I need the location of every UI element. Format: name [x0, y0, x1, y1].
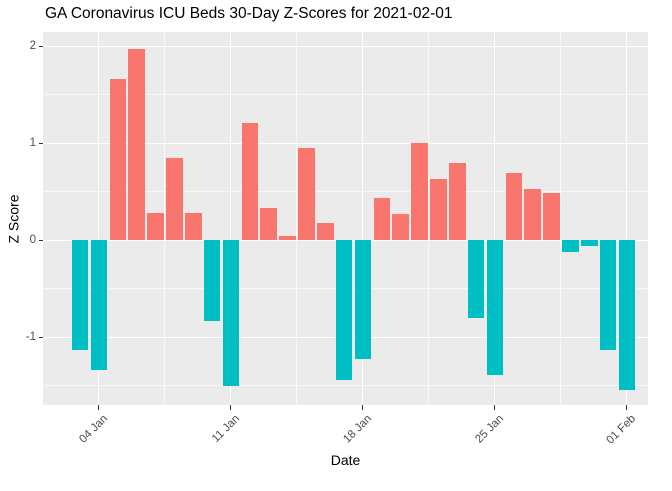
bar [392, 213, 409, 240]
gridline-minor-horizontal [43, 191, 648, 192]
gridline-major-vertical [230, 32, 232, 405]
x-axis-title: Date [330, 452, 361, 468]
y-axis-tick [38, 239, 43, 241]
x-axis-tick [626, 405, 628, 410]
chart-title: GA Coronavirus ICU Beds 30-Day Z-Scores … [45, 5, 453, 22]
bar [618, 240, 636, 391]
x-axis-tick [230, 405, 232, 410]
bar [373, 198, 391, 240]
y-axis-tick [38, 142, 43, 144]
bar [580, 240, 598, 246]
bar [448, 163, 466, 240]
bar [166, 157, 183, 240]
bar [71, 240, 89, 350]
bar [562, 240, 579, 252]
bar [90, 240, 108, 370]
bar [241, 122, 259, 240]
bar [128, 48, 145, 240]
gridline-major-vertical [494, 32, 496, 405]
gridline-minor-vertical [560, 32, 562, 405]
bar [316, 222, 334, 240]
y-tick-label: 0 [29, 234, 36, 246]
bar [524, 188, 541, 240]
bar [335, 240, 353, 380]
gridline-minor-vertical [428, 32, 430, 405]
x-axis-tick [362, 405, 364, 410]
gridline-major-horizontal [43, 142, 648, 144]
bar [486, 240, 504, 375]
bar [298, 147, 315, 240]
gridline-minor-horizontal [43, 94, 648, 95]
gridline-minor-horizontal [43, 385, 648, 386]
gridline-major-vertical [626, 32, 628, 405]
bar [505, 173, 523, 240]
x-axis-tick [494, 405, 496, 410]
y-tick-label: 1 [29, 137, 36, 149]
y-axis-tick [38, 45, 43, 47]
plot-panel [43, 32, 648, 405]
gridline-major-vertical [98, 32, 100, 405]
y-axis-tick [38, 336, 43, 338]
bar [222, 240, 240, 386]
bar [147, 212, 164, 240]
chart-figure: GA Coronavirus ICU Beds 30-Day Z-Scores … [2, 5, 648, 468]
gridline-major-horizontal [43, 45, 648, 47]
y-axis-title-wrap: Z Score [2, 32, 24, 405]
gridline-minor-vertical [296, 32, 298, 405]
bar [203, 240, 221, 321]
y-tick-label: -1 [25, 331, 36, 343]
bar [184, 212, 202, 240]
bar [411, 143, 428, 240]
bar [599, 240, 617, 350]
bar [543, 193, 560, 240]
y-tick-label: 2 [29, 40, 36, 52]
bar [467, 240, 485, 318]
gridline-minor-vertical [164, 32, 166, 405]
bar [260, 207, 277, 240]
gridline-major-vertical [362, 32, 364, 405]
x-axis-tick [98, 405, 100, 410]
bar [430, 178, 447, 240]
bar [109, 78, 127, 240]
bar [354, 240, 372, 360]
bar [279, 236, 296, 240]
